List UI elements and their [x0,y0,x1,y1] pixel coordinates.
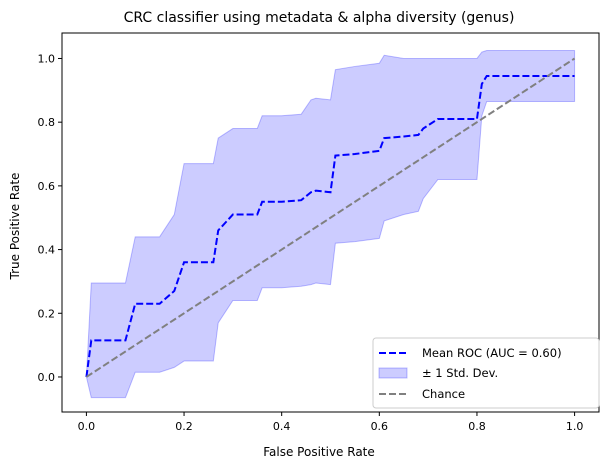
legend-mean-roc-label: Mean ROC (AUC = 0.60) [422,346,562,360]
y-tick-label: 1.0 [38,52,56,65]
x-tick-label: 0.2 [175,420,193,433]
axis-ticks: 0.0 0.2 0.4 0.6 0.8 1.0 0.0 0.2 0.4 0.6 0.8 1.0 [38,52,584,433]
mean-roc-line [85,74,575,378]
plot-area [61,32,600,413]
legend-std-label: ± 1 Std. Dev. [422,366,498,380]
plot-frame [61,32,600,413]
legend-box [372,337,600,409]
x-tick-label: 0.8 [468,420,486,433]
legend-chance-label: Chance [422,387,465,401]
std-dev-band [85,50,576,399]
x-axis-label: False Positive Rate [263,445,375,459]
chance-line [85,57,576,378]
x-tick-label: 1.0 [566,420,584,433]
y-tick-label: 0.0 [38,371,56,384]
y-axis-label: True Positive Rate [8,173,22,281]
legend: Mean ROC (AUC = 0.60) ± 1 Std. Dev. Chan… [372,337,600,409]
y-tick-label: 0.6 [38,180,56,193]
legend-std-swatch [378,367,408,379]
y-tick-label: 0.4 [38,244,56,257]
y-tick-label: 0.2 [38,307,56,320]
x-tick-label: 0.4 [273,420,291,433]
x-tick-label: 0.0 [78,420,96,433]
chart-title: CRC classifier using metadata & alpha di… [124,10,515,26]
y-tick-label: 0.8 [38,116,56,129]
x-tick-label: 0.6 [371,420,389,433]
